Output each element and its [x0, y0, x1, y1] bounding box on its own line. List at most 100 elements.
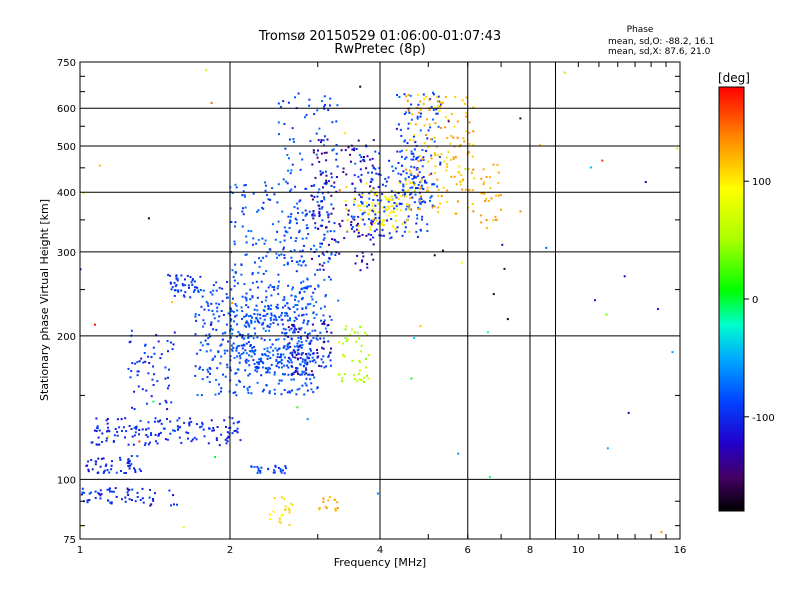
data-point	[138, 468, 141, 471]
data-point	[331, 121, 334, 124]
data-point	[410, 152, 413, 155]
data-point	[410, 174, 413, 176]
data-point	[233, 311, 235, 313]
data-point	[137, 370, 140, 373]
data-point	[233, 279, 236, 282]
data-point	[260, 374, 263, 377]
data-point	[489, 187, 492, 190]
data-point	[261, 361, 264, 364]
data-point	[496, 218, 498, 221]
data-point	[289, 215, 292, 218]
data-point	[267, 355, 270, 358]
data-point	[372, 207, 375, 210]
data-point	[434, 172, 437, 174]
data-point	[395, 196, 398, 199]
y-axis-label: Stationary phase Virtual Height [km]	[38, 199, 51, 401]
data-point	[361, 251, 364, 254]
data-point	[210, 101, 213, 104]
data-point	[359, 178, 362, 181]
data-point	[269, 367, 272, 370]
data-point	[299, 357, 302, 359]
data-point	[281, 210, 284, 213]
data-point	[195, 438, 198, 441]
data-point	[434, 165, 437, 168]
data-point	[216, 426, 219, 428]
data-point	[407, 93, 410, 96]
data-point	[269, 198, 272, 201]
data-point	[308, 210, 311, 213]
data-point	[166, 418, 168, 420]
data-point	[96, 427, 99, 430]
data-point	[269, 357, 272, 359]
data-point	[280, 253, 283, 256]
data-point	[407, 215, 410, 218]
data-point	[422, 102, 425, 105]
data-point	[195, 352, 198, 355]
data-point	[482, 168, 485, 171]
x-tick-label: 6	[465, 545, 471, 556]
data-point	[381, 193, 384, 196]
data-point	[394, 167, 397, 170]
data-point	[280, 514, 283, 517]
data-point	[330, 331, 333, 334]
data-point	[323, 151, 326, 154]
data-point	[323, 253, 325, 256]
data-point	[138, 360, 141, 363]
data-point	[306, 278, 309, 281]
data-point	[373, 210, 376, 213]
data-point	[273, 286, 276, 288]
data-point	[429, 199, 431, 202]
data-point	[372, 139, 375, 142]
data-point	[104, 465, 107, 467]
data-point	[209, 291, 212, 294]
data-point	[291, 323, 294, 326]
data-point	[290, 361, 293, 364]
data-point	[276, 356, 279, 358]
data-point	[307, 352, 310, 355]
data-point	[380, 223, 383, 225]
data-point	[105, 463, 108, 466]
data-point	[182, 526, 185, 529]
data-point	[225, 293, 228, 296]
data-point	[411, 181, 413, 184]
data-point	[131, 488, 134, 491]
data-point	[421, 218, 423, 221]
data-point	[169, 432, 172, 435]
data-point	[206, 302, 209, 305]
data-point	[107, 429, 110, 432]
data-point	[352, 217, 355, 220]
data-point	[128, 460, 131, 463]
data-point	[282, 246, 285, 249]
data-point	[337, 241, 340, 244]
data-point	[365, 201, 368, 204]
data-point	[419, 229, 422, 232]
data-point	[328, 275, 331, 278]
data-point	[242, 334, 244, 337]
data-point	[453, 125, 456, 128]
data-point	[230, 288, 233, 291]
data-point	[368, 197, 371, 200]
data-point	[287, 306, 290, 309]
data-point	[589, 166, 592, 169]
data-point	[365, 366, 368, 369]
data-point	[335, 120, 338, 123]
data-point	[290, 502, 293, 505]
data-point	[230, 308, 232, 311]
data-point	[202, 428, 205, 431]
data-point	[429, 196, 432, 199]
data-point	[301, 384, 304, 387]
data-point	[81, 491, 84, 494]
data-point	[369, 158, 372, 161]
data-point	[197, 291, 200, 293]
data-point	[274, 465, 277, 468]
data-point	[325, 182, 327, 184]
data-point	[152, 365, 154, 368]
data-point	[350, 160, 352, 163]
data-point	[239, 357, 242, 360]
data-point	[236, 431, 239, 434]
data-point	[410, 192, 413, 195]
data-point	[110, 490, 113, 493]
data-point	[150, 432, 152, 435]
data-point	[305, 372, 308, 375]
data-point	[223, 419, 226, 422]
